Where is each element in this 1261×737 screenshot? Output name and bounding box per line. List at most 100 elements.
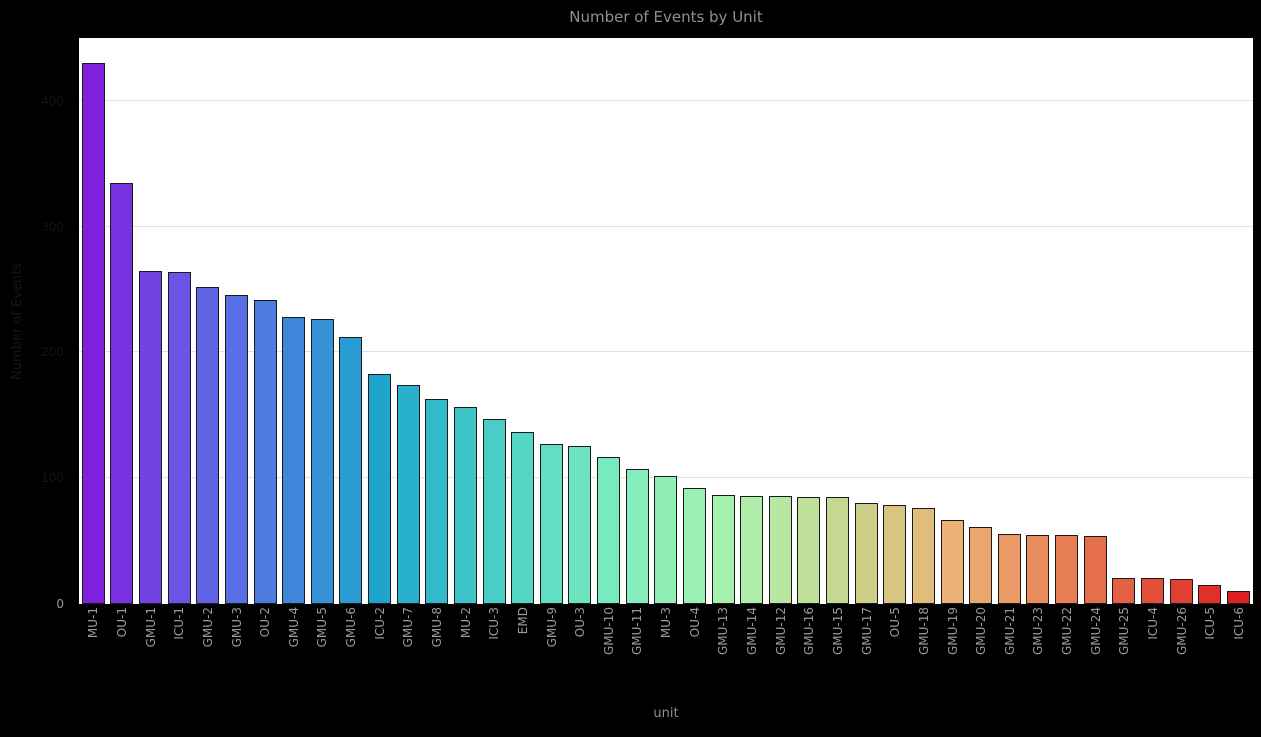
x-tick-slot: ICU-4 (1139, 607, 1168, 640)
x-tick-slot: GMU-9 (537, 607, 566, 647)
bar-GMU-22 (1055, 534, 1079, 604)
bar-ICU-5 (1198, 585, 1222, 604)
x-tick-label: EMD (515, 607, 530, 635)
y-tick-label: 400 (41, 93, 64, 108)
x-tick-label: GMU-5 (315, 607, 330, 648)
y-tick-label: 100 (41, 471, 64, 486)
x-tick-slot: GMU-11 (623, 607, 652, 655)
bar-GMU-14 (740, 495, 764, 604)
bar-ICU-6 (1226, 591, 1250, 604)
x-tick-slot: GMU-21 (996, 607, 1025, 655)
x-tick-slot: GMU-1 (136, 607, 165, 647)
x-tick-slot: GMU-2 (194, 607, 223, 647)
y-axis-ticks: 400 300 200 100 0 (30, 38, 70, 610)
bar-GMU-10 (597, 456, 621, 604)
x-tick-label: GMU-24 (1088, 607, 1103, 656)
x-tick-slot: GMU-25 (1110, 607, 1139, 655)
x-tick-label: GMU-4 (286, 607, 301, 648)
bar-GMU-20 (969, 527, 993, 604)
x-tick-label: GMU-17 (859, 607, 874, 656)
bar-OU-4 (682, 488, 706, 604)
x-tick-slot: GMU-5 (308, 607, 337, 647)
x-tick-slot: OU-3 (566, 607, 595, 637)
x-tick-slot: GMU-3 (222, 607, 251, 647)
bar-GMU-3 (224, 294, 248, 604)
gridline (79, 351, 1253, 353)
x-tick-label: GMU-20 (974, 607, 989, 656)
bar-GMU-19 (940, 519, 964, 604)
x-tick-label: OU-1 (114, 607, 129, 638)
x-tick-slot: ICU-1 (165, 607, 194, 640)
bar-GMU-26 (1169, 578, 1193, 604)
bar-GMU-4 (282, 317, 306, 604)
x-tick-slot: ICU-6 (1225, 607, 1254, 640)
x-tick-label: OU-4 (687, 607, 702, 638)
bar-ICU-4 (1140, 577, 1164, 604)
x-tick-label: GMU-19 (945, 607, 960, 656)
x-tick-slot: GMU-12 (766, 607, 795, 655)
x-tick-label: GMU-3 (229, 607, 244, 648)
bar-ICU-3 (482, 419, 506, 604)
bar-OU-1 (110, 182, 134, 604)
x-tick-label: GMU-26 (1174, 607, 1189, 656)
x-tick-label: GMU-2 (200, 607, 215, 648)
y-tick-label: 200 (41, 345, 64, 360)
y-tick-label: 300 (41, 219, 64, 234)
bar-GMU-15 (826, 497, 850, 604)
bar-GMU-5 (310, 318, 334, 604)
bar-ICU-2 (368, 373, 392, 604)
bar-GMU-2 (196, 287, 220, 604)
x-tick-label: GMU-9 (544, 607, 559, 648)
bar-GMU-24 (1083, 536, 1107, 604)
bar-GMU-21 (997, 533, 1021, 604)
x-tick-label: GMU-22 (1060, 607, 1075, 656)
x-tick-slot: GMU-16 (795, 607, 824, 655)
bar-OU-5 (883, 504, 907, 604)
bar-EMD (511, 431, 535, 604)
bar-MU-2 (453, 406, 477, 604)
x-tick-slot: GMU-19 (938, 607, 967, 655)
bar-GMU-23 (1026, 534, 1050, 604)
x-tick-label: MU-3 (659, 607, 674, 639)
x-tick-slot: GMU-13 (709, 607, 738, 655)
gridline (79, 99, 1253, 101)
x-tick-slot: GMU-4 (279, 607, 308, 647)
x-tick-label: MU-2 (458, 607, 473, 639)
x-tick-label: GMU-25 (1117, 607, 1132, 656)
x-tick-label: ICU-1 (172, 607, 187, 640)
x-tick-label: GMU-7 (401, 607, 416, 648)
x-tick-label: GMU-12 (773, 607, 788, 656)
x-tick-slot: GMU-14 (738, 607, 767, 655)
x-tick-label: ICU-5 (1203, 607, 1218, 640)
bar-GMU-8 (425, 398, 449, 604)
y-tick-label: 0 (56, 597, 64, 611)
chart-title: Number of Events by Unit (569, 8, 763, 26)
x-tick-slot: GMU-23 (1024, 607, 1053, 655)
bar-GMU-25 (1112, 577, 1136, 604)
bars-layer (79, 38, 1253, 604)
x-tick-slot: OU-5 (881, 607, 910, 637)
x-tick-slot: OU-1 (108, 607, 137, 637)
x-tick-label: MU-1 (86, 607, 101, 639)
x-tick-slot: GMU-10 (595, 607, 624, 655)
x-tick-slot: GMU-17 (852, 607, 881, 655)
x-tick-slot: ICU-3 (480, 607, 509, 640)
x-tick-label: GMU-13 (716, 607, 731, 656)
x-tick-slot: ICU-2 (365, 607, 394, 640)
x-tick-slot: GMU-8 (423, 607, 452, 647)
bar-GMU-16 (797, 497, 821, 604)
x-tick-slot: MU-1 (79, 607, 108, 638)
x-tick-slot: GMU-24 (1081, 607, 1110, 655)
bar-MU-1 (81, 63, 105, 604)
bar-GMU-7 (396, 385, 420, 604)
x-tick-label: ICU-4 (1146, 607, 1161, 640)
y-axis-label: Number of Events (10, 262, 25, 380)
x-tick-slot: ICU-5 (1196, 607, 1225, 640)
x-axis-label: unit (653, 706, 679, 721)
bar-OU-3 (568, 445, 592, 604)
x-tick-label: GMU-16 (802, 607, 817, 656)
bar-GMU-17 (854, 503, 878, 604)
x-tick-label: GMU-23 (1031, 607, 1046, 656)
x-tick-label: GMU-10 (601, 607, 616, 656)
